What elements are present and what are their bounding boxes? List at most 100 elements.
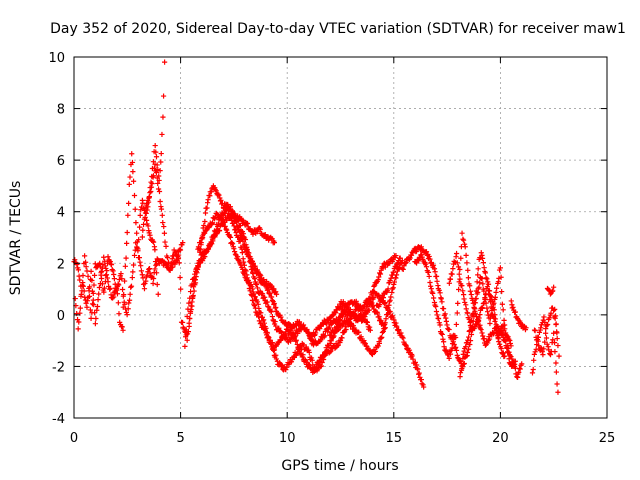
data-point — [272, 318, 278, 325]
data-point — [554, 330, 560, 336]
data-point — [523, 325, 529, 331]
data-point — [497, 265, 503, 271]
data-point — [126, 200, 132, 207]
data-point — [388, 275, 394, 281]
data-point — [182, 343, 188, 349]
data-point — [397, 255, 403, 261]
data-point — [495, 334, 501, 341]
data-point — [327, 340, 334, 347]
data-point — [485, 309, 491, 315]
data-point — [458, 367, 465, 373]
data-point — [157, 168, 163, 174]
data-point — [441, 339, 447, 345]
data-point — [472, 300, 478, 306]
data-point — [303, 344, 309, 350]
data-point — [347, 316, 353, 323]
data-point — [340, 299, 346, 305]
data-point — [218, 197, 224, 203]
data-point — [147, 190, 153, 196]
data-point — [83, 300, 89, 306]
data-point — [468, 318, 474, 324]
data-point — [446, 355, 452, 362]
data-point — [84, 304, 90, 310]
data-point — [468, 291, 474, 298]
data-point — [423, 249, 430, 255]
data-point — [450, 339, 456, 345]
data-point — [219, 215, 225, 222]
data-point — [259, 291, 266, 297]
data-point — [273, 291, 280, 297]
data-point — [337, 314, 343, 320]
data-point — [374, 310, 381, 316]
data-point — [449, 271, 455, 277]
data-point — [499, 301, 505, 307]
data-point — [435, 316, 442, 322]
data-point — [157, 198, 163, 205]
data-point — [379, 334, 385, 340]
data-point — [113, 285, 119, 291]
y-tick-label: -4 — [52, 412, 65, 427]
data-point — [136, 224, 143, 230]
data-point — [91, 272, 98, 278]
data-point — [187, 315, 193, 321]
data-point — [479, 275, 485, 282]
data-point — [508, 298, 514, 304]
data-point — [120, 327, 126, 333]
data-point — [444, 322, 450, 328]
data-point — [129, 151, 135, 157]
data-point — [539, 349, 545, 355]
data-point — [119, 324, 125, 330]
data-point — [482, 296, 488, 302]
data-point — [230, 220, 236, 226]
data-point — [430, 262, 437, 268]
data-point — [215, 191, 221, 197]
data-point — [418, 376, 424, 383]
data-point — [377, 271, 384, 277]
data-point — [463, 252, 469, 258]
data-point — [422, 261, 429, 267]
data-point — [496, 339, 502, 345]
data-point — [75, 267, 81, 273]
data-point — [175, 248, 182, 255]
data-point — [427, 283, 434, 289]
data-point — [553, 360, 559, 366]
data-point — [262, 294, 268, 300]
data-point — [91, 302, 97, 308]
data-point — [186, 320, 192, 326]
data-point — [484, 284, 491, 290]
data-point — [393, 252, 399, 259]
data-point — [482, 270, 489, 276]
data-point — [158, 206, 165, 212]
data-point — [460, 236, 466, 242]
data-point — [283, 366, 289, 373]
data-point — [467, 327, 473, 334]
data-point — [244, 220, 251, 227]
data-point — [332, 327, 338, 333]
data-point — [476, 315, 482, 321]
data-point — [151, 239, 157, 245]
data-point — [190, 294, 196, 300]
data-point — [156, 188, 163, 195]
data-point — [198, 256, 204, 263]
data-point — [318, 363, 324, 369]
data-point — [82, 259, 89, 265]
data-point — [122, 263, 128, 269]
data-point — [161, 230, 168, 236]
data-point — [385, 286, 391, 292]
data-point — [389, 289, 395, 296]
x-axis-ticks: 0 5 10 15 20 25 — [70, 57, 615, 446]
data-point — [530, 366, 536, 373]
data-point — [376, 270, 383, 276]
data-point — [119, 276, 125, 282]
data-point — [179, 319, 186, 326]
data-point — [126, 297, 133, 303]
data-point — [253, 281, 260, 287]
x-tick-label: 0 — [70, 431, 78, 446]
data-point — [246, 250, 252, 256]
data-point — [551, 284, 557, 290]
data-point — [216, 227, 223, 234]
data-point — [271, 347, 278, 353]
data-point — [485, 288, 492, 294]
data-point — [252, 276, 258, 282]
